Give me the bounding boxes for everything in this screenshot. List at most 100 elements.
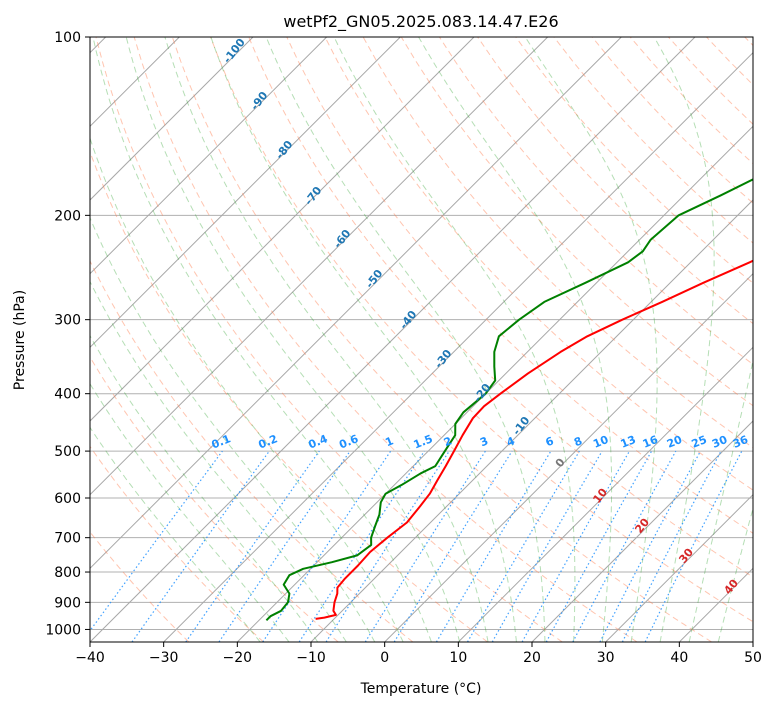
mixing-ratio-label: 1 (383, 434, 395, 449)
dry-adiabat-50 (210, 37, 753, 623)
mixing-ratio-label: 16 (641, 433, 660, 451)
mixing-ratio-line-6 (435, 450, 552, 642)
dry-adiabat-10 (90, 150, 488, 642)
y-tick-label: 1000 (45, 622, 81, 638)
moist-adiabat-44 (717, 506, 753, 642)
moist-adiabat--12 (90, 334, 319, 642)
mixing-ratio-label: 6 (544, 434, 556, 449)
y-tick-label: 300 (54, 313, 81, 329)
y-tick-label: 400 (54, 387, 81, 403)
mixing-ratio-label: 30 (710, 433, 729, 451)
dry-adiabat-60 (248, 37, 753, 578)
moist-adiabat-label: 40 (721, 577, 741, 597)
x-tick-label: −30 (149, 650, 179, 666)
mixing-ratio-label: 0.4 (307, 432, 330, 451)
dry-adiabat-120 (477, 37, 753, 325)
isotherm-0 (384, 272, 753, 642)
sounding-profiles (265, 178, 753, 622)
moist-adiabat-0 (90, 136, 404, 642)
dry-adiabat-40 (171, 37, 712, 642)
moist-adiabat-24 (333, 37, 576, 642)
dry-adiabat-label: -40 (397, 308, 420, 332)
dry-adiabat--20 (90, 445, 264, 642)
y-tick-label: 700 (54, 531, 81, 547)
y-axis-label: Pressure (hPa) (12, 290, 28, 390)
isotherm--70 (90, 37, 475, 422)
moist-adiabat-40 (688, 358, 753, 642)
mixing-ratio-label: 3 (478, 434, 490, 449)
moist-adiabat-16 (210, 37, 517, 642)
chart-title: wetPf2_GN05.2025.083.14.47.E26 (283, 12, 558, 32)
dry-adiabat-label: -80 (273, 138, 296, 162)
mixing-ratio-label: 2 (442, 434, 454, 449)
y-tick-label: 200 (54, 208, 81, 224)
mixing-ratio-label: 10 (591, 433, 610, 451)
temperature-profile-line (315, 259, 753, 620)
dry-adiabat-20 (95, 37, 563, 642)
x-axis-label: Temperature (°C) (360, 681, 482, 697)
mixing-ratio-line-13 (521, 450, 631, 642)
y-tick-label: 800 (54, 565, 81, 581)
dry-adiabat-label: -70 (302, 184, 325, 208)
dry-adiabat-80 (324, 37, 753, 491)
x-axis-ticks: −40 −30 −20 −10 0 10 20 30 40 50 (75, 642, 762, 666)
dry-adiabats (90, 37, 753, 642)
isotherm--100 (90, 37, 254, 201)
x-tick-label: 50 (744, 650, 762, 666)
x-tick-label: 20 (523, 650, 541, 666)
x-tick-label: 30 (597, 650, 615, 666)
moist-adiabat-label: 20 (632, 516, 652, 536)
isotherm-50 (752, 641, 753, 642)
mixing-ratio-line-3 (364, 450, 486, 642)
mixing-ratio-line-36 (644, 450, 743, 642)
moist-adiabat-20 (265, 37, 546, 642)
isotherm--30 (163, 51, 753, 642)
y-tick-label: 900 (54, 595, 81, 611)
mixing-ratio-label: 25 (690, 433, 709, 451)
mixing-ratio-label: 20 (665, 433, 684, 451)
dry-adiabat-label: -60 (331, 227, 354, 251)
mixing-ratio-line-0.4 (185, 450, 320, 642)
x-tick-label: −20 (223, 650, 253, 666)
moist-adiabat-4 (92, 37, 432, 642)
dry-adiabat-label: -100 (221, 36, 248, 66)
mixing-ratio-line-16 (545, 450, 653, 642)
x-tick-label: 40 (670, 650, 688, 666)
y-tick-label: 100 (54, 30, 81, 46)
isotherm-40 (678, 567, 753, 642)
mixing-ratio-line-0.2 (131, 450, 270, 642)
y-tick-label: 500 (54, 444, 81, 460)
dry-adiabat-label: -50 (363, 267, 386, 291)
x-tick-label: −10 (296, 650, 326, 666)
isotherm--90 (90, 37, 328, 275)
plot-frame (89, 36, 754, 643)
dry-adiabat-label: -30 (432, 347, 455, 371)
moist-adiabats (90, 37, 753, 642)
dry-adiabat-0 (90, 259, 414, 642)
moist-adiabat-28 (418, 37, 613, 642)
mixing-ratio-label: 13 (619, 433, 638, 451)
mixing-ratio-line-0.1 (90, 450, 223, 632)
dry-adiabat--10 (90, 356, 339, 642)
isotherm--60 (90, 37, 549, 496)
mixing-ratio-line-1.5 (298, 450, 425, 642)
dry-adiabat-label: -90 (248, 89, 271, 113)
x-tick-label: 0 (380, 650, 389, 666)
dewpoint-profile-line (265, 178, 753, 622)
moist-adiabat-36 (653, 37, 715, 642)
isotherm--50 (90, 37, 622, 570)
x-tick-label: 10 (449, 650, 467, 666)
dry-adiabat--30 (90, 531, 190, 642)
mixing-ratio-label: 36 (731, 433, 750, 451)
dry-adiabat-30 (133, 37, 638, 642)
mixing-ratio-label: 8 (572, 434, 584, 449)
mixing-ratio-line-2 (325, 450, 450, 642)
moist-adiabat-8 (125, 37, 461, 642)
moist-adiabat--16 (90, 382, 290, 642)
isotherm-lines (90, 37, 753, 642)
isotherm-30 (605, 493, 753, 642)
dry-adiabat-70 (286, 37, 753, 534)
isotherm-20 (531, 420, 753, 642)
isotherm--40 (90, 37, 696, 642)
